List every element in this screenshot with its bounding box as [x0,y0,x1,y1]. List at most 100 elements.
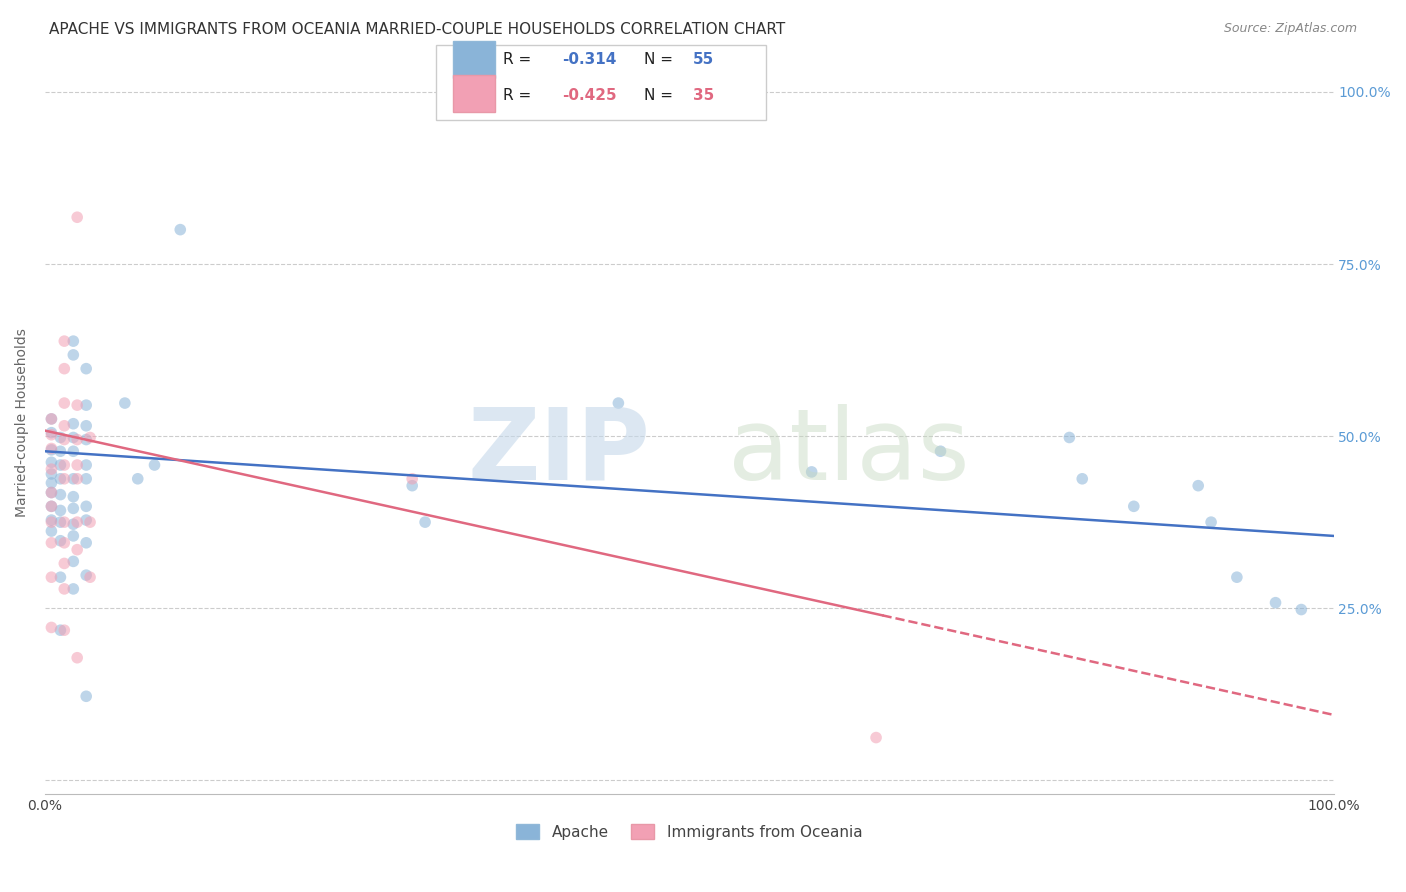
Point [53,396,76,410]
Point [75,536,97,550]
Point [49,472,72,486]
Point [865,731,887,745]
Point [66,542,89,557]
Point [41,467,63,481]
Point [53,458,76,472]
Point [41,412,63,426]
Point [114,396,136,410]
Point [1264,596,1286,610]
Point [41,500,63,514]
Point [75,458,97,472]
Point [41,442,63,456]
Text: atlas: atlas [728,403,970,500]
Point [62,501,84,516]
Point [79,570,101,584]
Point [401,478,423,492]
Point [53,361,76,376]
Point [53,334,76,348]
Point [49,624,72,638]
Text: -0.314: -0.314 [562,52,617,67]
Point [62,517,84,532]
Text: APACHE VS IMMIGRANTS FROM OCEANIA MARRIED-COUPLE HOUSEHOLDS CORRELATION CHART: APACHE VS IMMIGRANTS FROM OCEANIA MARRIE… [49,22,786,37]
Point [53,536,76,550]
Point [49,488,72,502]
Point [41,475,63,490]
Text: 35: 35 [693,87,714,103]
Point [53,557,76,571]
Point [49,444,72,458]
Point [1071,472,1094,486]
Point [49,533,72,548]
Point [62,472,84,486]
Point [66,211,89,225]
Point [75,361,97,376]
Point [1187,478,1209,492]
Point [66,650,89,665]
Point [53,433,76,447]
Point [41,570,63,584]
Point [41,462,63,476]
Point [62,334,84,348]
Point [53,582,76,596]
Point [62,348,84,362]
Point [41,620,63,634]
Point [929,444,952,458]
Text: N =: N = [644,87,678,103]
Text: R =: R = [503,87,537,103]
Point [66,433,89,447]
Point [66,472,89,486]
Text: ZIP: ZIP [468,403,651,500]
Y-axis label: Married-couple Households: Married-couple Households [15,328,30,516]
Point [62,444,84,458]
Point [53,418,76,433]
Text: R =: R = [503,52,537,67]
Text: -0.425: -0.425 [562,87,617,103]
Point [49,515,72,529]
Point [49,458,72,472]
Text: 55: 55 [693,52,714,67]
Point [62,417,84,431]
Point [41,442,63,457]
Point [53,624,76,638]
Point [62,529,84,543]
Point [1291,602,1313,616]
Point [143,458,166,472]
Point [49,570,72,584]
Point [62,490,84,504]
Point [79,430,101,444]
Point [41,412,63,426]
Point [66,458,89,472]
Point [62,554,84,568]
Point [1226,570,1249,584]
Point [75,568,97,582]
Point [62,582,84,596]
Point [1059,430,1081,444]
Text: Source: ZipAtlas.com: Source: ZipAtlas.com [1223,22,1357,36]
Point [75,513,97,527]
Point [41,500,63,514]
Legend: Apache, Immigrants from Oceania: Apache, Immigrants from Oceania [510,818,869,846]
Point [800,465,823,479]
Point [41,513,63,527]
Point [41,427,63,442]
Point [53,472,76,486]
Point [41,536,63,550]
Point [1199,515,1222,529]
Point [66,515,89,529]
Point [62,430,84,444]
Point [49,430,72,444]
Point [66,398,89,412]
Point [75,418,97,433]
Point [127,472,149,486]
Point [1122,500,1144,514]
Point [401,472,423,486]
Point [75,690,97,704]
Point [75,433,97,447]
Point [607,396,630,410]
Point [75,500,97,514]
Text: N =: N = [644,52,678,67]
Point [41,455,63,469]
Point [75,472,97,486]
Point [413,515,436,529]
Point [53,515,76,529]
